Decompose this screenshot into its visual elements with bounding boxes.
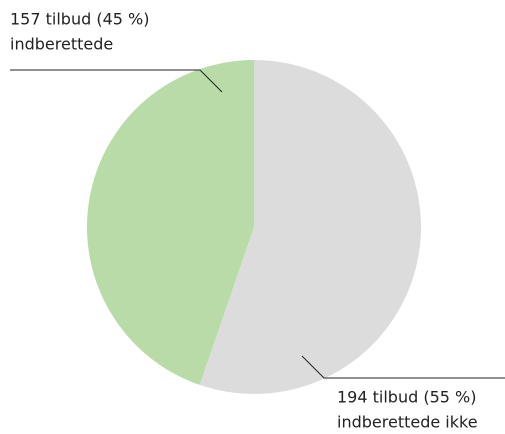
pie-slice: [86, 60, 254, 385]
category-label: indberettede: [10, 35, 113, 54]
category-label: indberettede ikke: [337, 413, 478, 432]
leader-line: [10, 69, 223, 93]
leader-line: [301, 355, 505, 379]
data-label: 194 tilbud (55 %): [337, 388, 476, 407]
pie: [86, 60, 421, 394]
pie-slice: [199, 60, 421, 394]
data-label: 157 tilbud (45 %): [10, 10, 149, 29]
